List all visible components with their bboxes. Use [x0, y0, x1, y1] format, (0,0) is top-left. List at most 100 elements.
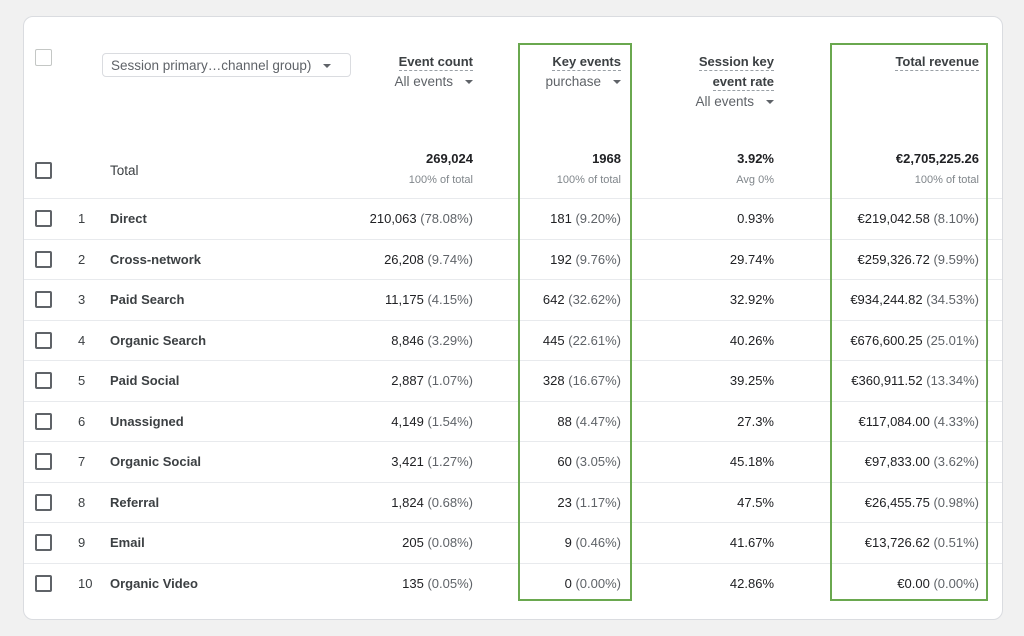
channel-name: Cross-network	[110, 251, 202, 267]
row-checkbox[interactable]	[35, 291, 52, 308]
row-index: 1	[78, 211, 86, 226]
event-count-cell: 205 (0.08%)	[402, 535, 473, 550]
key-events-cell: 445 (22.61%)	[542, 332, 621, 348]
table-row: 3 Paid Search 11,175 (4.15%) 642 (32.62%…	[24, 279, 1002, 320]
key-events-cell: 23 (1.17%)	[557, 494, 621, 510]
row-checkbox[interactable]	[35, 331, 52, 349]
revenue-cell: €26,455.75 (0.98%)	[864, 494, 979, 510]
revenue-cell: €97,833.00 (3.62%)	[864, 454, 979, 469]
row-checkbox[interactable]	[35, 493, 52, 511]
row-index: 4	[78, 332, 86, 348]
row-checkbox[interactable]	[35, 250, 52, 268]
channel-name: Organic Video	[110, 575, 198, 591]
table-row: 1 Direct 210,063 (78.08%) 181 (9.20%) 0.…	[24, 198, 1002, 239]
table-row: 6 Unassigned 4,149 (1.54%) 88 (4.47%) 27…	[24, 400, 1002, 442]
event-count-cell: 1,824 (0.68%)	[391, 494, 473, 510]
event-count-cell: 210,063 (78.08%)	[369, 211, 473, 226]
select-all-checkbox[interactable]	[35, 49, 52, 66]
row-index: 5	[78, 373, 86, 388]
revenue-cell: €13,726.62 (0.51%)	[864, 535, 979, 550]
row-checkbox[interactable]	[35, 453, 52, 470]
total-label: Total	[110, 163, 139, 178]
key-events-cell: 642 (32.62%)	[542, 292, 621, 307]
row-index: 6	[78, 413, 86, 429]
rate-cell: 39.25%	[729, 373, 774, 388]
channel-name: Direct	[110, 211, 147, 226]
total-row-checkbox[interactable]	[35, 162, 52, 179]
table-row: 5 Paid Social 2,887 (1.07%) 328 (16.67%)…	[24, 360, 1002, 401]
revenue-cell: €117,084.00 (4.33%)	[858, 413, 980, 429]
revenue-cell: €219,042.58 (8.10%)	[857, 211, 979, 226]
row-index: 2	[78, 251, 86, 267]
channel-name: Referral	[110, 494, 160, 510]
row-checkbox[interactable]	[35, 574, 52, 592]
row-index: 3	[78, 292, 86, 307]
total-rate: 3.92% Avg 0%	[736, 151, 774, 186]
event-count-cell: 26,208 (9.74%)	[384, 251, 473, 267]
rate-cell: 32.92%	[729, 292, 774, 307]
key-events-cell: 60 (3.05%)	[557, 454, 621, 469]
row-checkbox[interactable]	[35, 534, 52, 551]
table-row: 4 Organic Search 8,846 (3.29%) 445 (22.6…	[24, 319, 1002, 361]
table-row: 8 Referral 1,824 (0.68%) 23 (1.17%) 47.5…	[24, 481, 1002, 523]
dimension-label: Session primary…channel group)	[111, 58, 312, 73]
event-count-cell: 11,175 (4.15%)	[385, 292, 473, 307]
rate-cell: 45.18%	[729, 454, 774, 469]
table-row: 10 Organic Video 135 (0.05%) 0 (0.00%) 4…	[24, 562, 1002, 604]
key-events-cell: 0 (0.00%)	[564, 575, 621, 591]
total-key-events: 1968 100% of total	[556, 151, 621, 186]
total-event-count: 269,024 100% of total	[408, 151, 473, 186]
row-index: 8	[78, 494, 86, 510]
channel-name: Organic Search	[110, 332, 207, 348]
channel-name: Email	[110, 535, 145, 550]
channel-name: Paid Search	[110, 292, 185, 307]
table-row: 7 Organic Social 3,421 (1.27%) 60 (3.05%…	[24, 441, 1002, 482]
rate-cell: 47.5%	[737, 494, 774, 510]
key-events-cell: 192 (9.76%)	[550, 251, 621, 267]
event-filter-dropdown[interactable]: All events	[394, 74, 473, 89]
rate-cell: 0.93%	[737, 211, 774, 226]
column-title[interactable]: Session key	[698, 54, 774, 71]
revenue-cell: €0.00 (0.00%)	[897, 575, 979, 591]
rate-event-filter-dropdown[interactable]: All events	[695, 94, 774, 109]
event-count-cell: 4,149 (1.54%)	[391, 413, 473, 429]
revenue-cell: €676,600.25 (25.01%)	[850, 332, 979, 348]
rate-cell: 40.26%	[729, 332, 774, 348]
key-event-filter-dropdown[interactable]: purchase	[545, 74, 621, 89]
header-session-key-event-rate[interactable]: Session key event rate All events	[695, 54, 774, 109]
event-count-cell: 2,887 (1.07%)	[391, 373, 473, 388]
row-index: 9	[78, 535, 86, 550]
row-index: 7	[78, 454, 86, 469]
row-checkbox[interactable]	[35, 210, 52, 227]
column-title[interactable]: Total revenue	[895, 54, 979, 71]
header-total-revenue[interactable]: Total revenue	[895, 54, 979, 71]
rate-cell: 27.3%	[737, 413, 774, 429]
event-count-cell: 8,846 (3.29%)	[391, 332, 473, 348]
revenue-cell: €934,244.82 (34.53%)	[850, 292, 979, 307]
dropdown-caret-icon	[323, 64, 332, 69]
total-revenue: €2,705,225.26 100% of total	[895, 151, 979, 186]
event-count-cell: 135 (0.05%)	[402, 575, 473, 591]
row-checkbox[interactable]	[35, 372, 52, 389]
key-events-cell: 9 (0.46%)	[564, 535, 621, 550]
key-events-cell: 181 (9.20%)	[550, 211, 621, 226]
header-key-events[interactable]: Key events purchase	[545, 54, 621, 89]
channel-name: Organic Social	[110, 454, 202, 469]
event-count-cell: 3,421 (1.27%)	[391, 454, 473, 469]
row-index: 10	[78, 575, 93, 591]
revenue-cell: €360,911.52 (13.34%)	[851, 373, 979, 388]
column-title[interactable]: Key events	[552, 54, 621, 71]
header-event-count[interactable]: Event count All events	[394, 54, 473, 89]
rate-cell: 41.67%	[729, 535, 774, 550]
revenue-cell: €259,326.72 (9.59%)	[857, 251, 979, 267]
table-row: 9 Email 205 (0.08%) 9 (0.46%) 41.67% €13…	[24, 522, 1002, 563]
channel-name: Paid Social	[110, 373, 180, 388]
key-events-cell: 88 (4.47%)	[557, 413, 621, 429]
row-checkbox[interactable]	[35, 412, 52, 430]
dimension-selector[interactable]: Session primary…channel group)	[102, 53, 351, 77]
rate-cell: 29.74%	[729, 251, 774, 267]
column-title-line2[interactable]: event rate	[712, 74, 774, 91]
column-title[interactable]: Event count	[398, 54, 473, 71]
rate-cell: 42.86%	[729, 575, 774, 591]
report-table: Session primary…channel group) Event cou…	[23, 16, 1003, 620]
